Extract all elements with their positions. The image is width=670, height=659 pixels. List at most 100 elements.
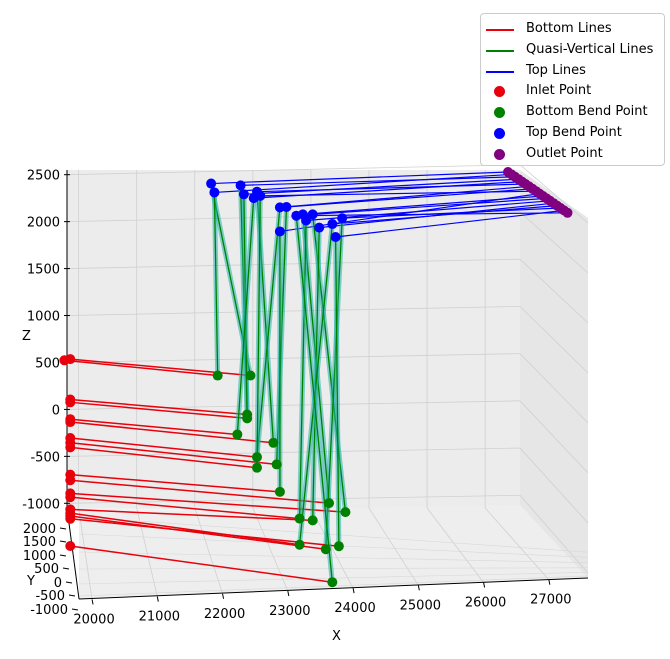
legend-entry: Inlet Point xyxy=(481,81,664,101)
x-axis-label: X xyxy=(332,629,341,644)
inlet-point xyxy=(65,442,75,452)
legend-label: Inlet Point xyxy=(526,83,591,98)
bottom-bend-point xyxy=(327,577,337,587)
x-tick-mark xyxy=(223,594,224,599)
legend-label: Top Bend Point xyxy=(526,125,622,140)
x-tick-label: 25000 xyxy=(400,598,441,613)
x-tick-label: 24000 xyxy=(334,601,375,616)
legend-label: Quasi-Vertical Lines xyxy=(526,42,653,57)
x-tick-mark xyxy=(157,597,158,602)
top-bend-point xyxy=(327,219,337,229)
x-tick-mark xyxy=(484,583,485,588)
y-tick-label: 1500 xyxy=(23,535,56,550)
legend-entry: Quasi-Vertical Lines xyxy=(481,40,664,60)
y-tick-mark xyxy=(66,582,72,583)
legend-label: Outlet Point xyxy=(526,146,603,161)
legend-line-swatch xyxy=(486,50,514,52)
legend-line-swatch xyxy=(486,71,514,73)
legend-label: Bottom Bend Point xyxy=(526,104,648,119)
legend-marker-swatch xyxy=(494,149,505,160)
y-tick-label: -1000 xyxy=(30,603,68,618)
top-bend-point xyxy=(301,216,311,226)
bottom-bend-point xyxy=(324,498,334,508)
y-tick-mark xyxy=(69,595,75,596)
y-axis-label: Y xyxy=(26,574,35,589)
y-tick-label: 1000 xyxy=(23,549,56,564)
y-tick-mark xyxy=(60,555,66,556)
bottom-bend-point xyxy=(232,429,242,439)
top-bend-point xyxy=(275,226,285,236)
x-tick-mark xyxy=(549,580,550,585)
legend-marker-swatch xyxy=(494,86,505,97)
y-tick-label: 2000 xyxy=(23,522,56,537)
bottom-bend-point xyxy=(268,438,278,448)
x-tick-mark xyxy=(288,591,289,596)
top-bend-point xyxy=(209,187,219,197)
inlet-point xyxy=(65,397,75,407)
x-tick-mark xyxy=(353,588,354,593)
top-bend-point xyxy=(239,189,249,199)
x-tick-mark xyxy=(418,585,419,590)
legend-entry: Bottom Bend Point xyxy=(481,102,664,122)
y-tick-label: -500 xyxy=(35,589,65,604)
legend-marker-swatch xyxy=(494,107,505,118)
top-bend-point xyxy=(291,211,301,221)
inlet-point xyxy=(65,475,75,485)
bottom-bend-point xyxy=(252,452,262,462)
z-tick-label: 2000 xyxy=(27,216,60,231)
top-bend-point xyxy=(236,180,246,190)
x-tick-label: 20000 xyxy=(73,612,114,627)
x-tick-label: 23000 xyxy=(269,604,310,619)
z-tick-label: 1500 xyxy=(27,263,60,278)
z-tick-label: 1000 xyxy=(27,310,60,325)
z-tick-label: 500 xyxy=(35,356,60,371)
bottom-bend-point xyxy=(321,544,331,554)
bottom-bend-point xyxy=(242,413,252,423)
legend-entry: Bottom Lines xyxy=(481,19,664,39)
outlet-point xyxy=(563,208,573,218)
top-bend-point xyxy=(281,202,291,212)
y-tick-mark xyxy=(63,568,69,569)
z-tick-label: -1000 xyxy=(22,497,60,512)
bottom-bend-point xyxy=(213,371,223,381)
bottom-bend-point xyxy=(245,371,255,381)
legend-entry: Top Lines xyxy=(481,61,664,81)
legend-label: Bottom Lines xyxy=(526,21,612,36)
inlet-point xyxy=(65,514,75,524)
bottom-bend-point xyxy=(295,540,305,550)
pane-left xyxy=(67,170,520,510)
inlet-point xyxy=(65,541,75,551)
bottom-bend-point xyxy=(295,514,305,524)
bottom-bend-point xyxy=(340,507,350,517)
top-bend-point xyxy=(314,223,324,233)
bottom-bend-point xyxy=(252,463,262,473)
y-tick-mark xyxy=(60,528,66,529)
bottom-bend-point xyxy=(334,541,344,551)
top-bend-point xyxy=(206,179,216,189)
bottom-bend-point xyxy=(308,515,318,525)
bottom-bend-point xyxy=(275,487,285,497)
top-bend-point xyxy=(337,213,347,223)
z-axis-label: Z xyxy=(22,329,31,344)
x-tick-label: 21000 xyxy=(139,610,180,625)
legend: Bottom Lines Quasi-Vertical Lines Top Line… xyxy=(480,13,665,166)
legend-line-swatch xyxy=(486,29,514,31)
inlet-point xyxy=(59,355,69,365)
x-tick-label: 26000 xyxy=(465,596,506,611)
inlet-point xyxy=(65,417,75,427)
legend-marker-swatch xyxy=(494,128,505,139)
z-tick-label: 0 xyxy=(52,403,60,418)
y-tick-label: 0 xyxy=(54,576,62,591)
y-tick-label: 500 xyxy=(34,562,59,577)
legend-entry: Outlet Point xyxy=(481,144,664,164)
x-tick-label: 27000 xyxy=(530,593,571,608)
z-tick-label: 2500 xyxy=(27,169,60,184)
top-bend-point xyxy=(331,232,341,242)
top-bend-point xyxy=(255,191,265,201)
inlet-point xyxy=(65,492,75,502)
y-tick-mark xyxy=(60,541,66,542)
x-tick-mark xyxy=(92,599,93,604)
z-tick-label: -500 xyxy=(30,450,60,465)
legend-entry: Top Bend Point xyxy=(481,123,664,143)
legend-label: Top Lines xyxy=(526,63,586,78)
